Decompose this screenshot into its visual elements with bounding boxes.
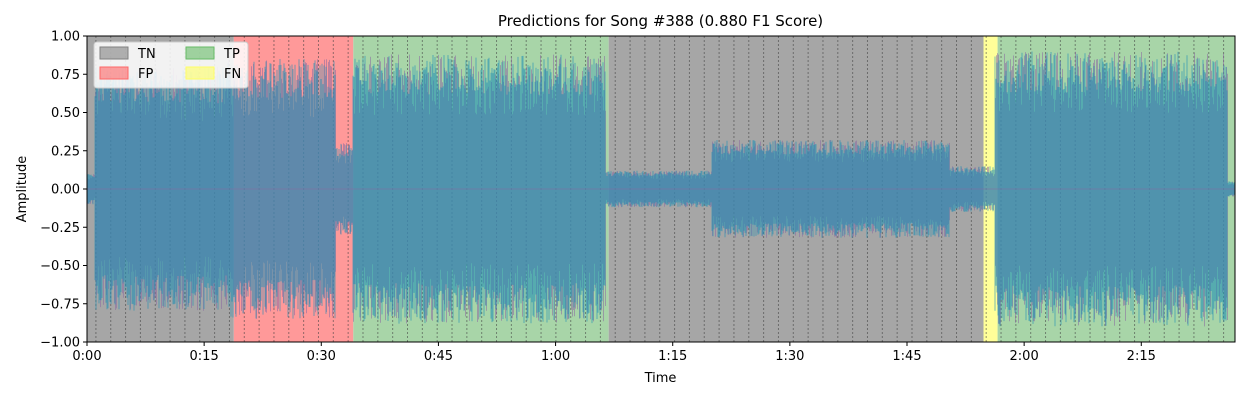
- y-tick-label: −0.50: [40, 259, 80, 274]
- legend-label-fp: FP: [138, 67, 153, 82]
- y-tick-label: −0.75: [40, 297, 80, 312]
- x-tick-label: 0:45: [424, 349, 453, 364]
- x-tick-label: 1:30: [775, 349, 804, 364]
- x-tick-label: 0:30: [307, 349, 336, 364]
- legend-swatch-fn: [185, 66, 215, 80]
- y-tick-label: 0.25: [51, 144, 80, 159]
- legend-swatch-tp: [185, 46, 215, 60]
- legend-label-tp: TP: [223, 47, 240, 62]
- y-tick-label: 1.00: [51, 30, 80, 45]
- legend-label-fn: FN: [224, 67, 241, 82]
- y-axis-label: Amplitude: [15, 156, 30, 223]
- x-axis-label: Time: [644, 371, 677, 386]
- x-tick-label: 0:15: [190, 349, 219, 364]
- y-tick-label: 0.00: [51, 183, 80, 198]
- legend-swatch-tn: [99, 46, 129, 60]
- y-tick-label: 0.50: [51, 106, 80, 121]
- legend-label-tn: TN: [137, 47, 156, 62]
- legend-swatch-fp: [99, 66, 129, 80]
- x-tick-label: 1:15: [658, 349, 687, 364]
- x-tick-label: 1:00: [541, 349, 570, 364]
- x-tick-label: 2:15: [1127, 349, 1156, 364]
- y-tick-label: 0.75: [51, 68, 80, 83]
- legend: TN FP TP FN: [93, 41, 249, 89]
- x-tick-label: 1:45: [892, 349, 921, 364]
- y-tick-label: −0.25: [40, 221, 80, 236]
- chart-title: Predictions for Song #388 (0.880 F1 Scor…: [498, 12, 823, 30]
- y-tick-label: −1.00: [40, 336, 80, 351]
- x-tick-label: 2:00: [1010, 349, 1039, 364]
- x-tick-label: 0:00: [72, 349, 101, 364]
